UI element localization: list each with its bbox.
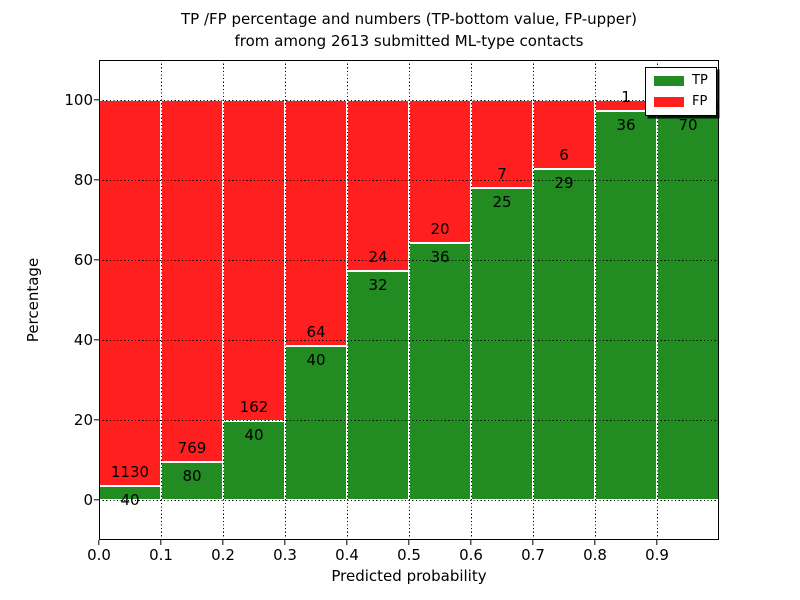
gridline-x-0.7 <box>532 60 534 540</box>
x-tick-label-0.8: 0.8 <box>583 546 607 564</box>
y-tick-label-0: 0 <box>83 491 93 509</box>
tp-count-label-5: 36 <box>430 247 450 266</box>
fp-count-label-4: 24 <box>368 248 388 267</box>
plot-area: 1130407698016240644024322036725629136270 <box>99 60 719 540</box>
y-tick-80 <box>94 179 99 181</box>
x-tick-0.4 <box>346 540 348 545</box>
bar-segment-fp-7 <box>533 100 595 169</box>
gridline-x-0.1 <box>160 60 162 540</box>
gridline-y-100 <box>99 99 719 101</box>
y-tick-20 <box>94 419 99 421</box>
x-tick-0.6 <box>470 540 472 545</box>
gridline-x-0.9 <box>656 60 658 540</box>
gridline-x-0.8 <box>594 60 596 540</box>
x-tick-0.3 <box>284 540 286 545</box>
y-tick-100 <box>94 99 99 101</box>
tp-count-label-8: 36 <box>616 115 636 134</box>
x-tick-label-0.4: 0.4 <box>335 546 359 564</box>
x-tick-label-0.2: 0.2 <box>211 546 235 564</box>
bar-segment-tp-5 <box>409 242 471 500</box>
x-tick-label-0.0: 0.0 <box>87 546 111 564</box>
x-tick-0.0 <box>98 540 100 545</box>
chart-title-line1: TP /FP percentage and numbers (TP-bottom… <box>181 10 637 28</box>
grid-layer <box>99 60 719 540</box>
gridline-y-60 <box>99 259 719 261</box>
fp-count-label-0: 1130 <box>110 463 150 482</box>
bar-segment-tp-9 <box>657 111 719 500</box>
chart-title: TP /FP percentage and numbers (TP-bottom… <box>99 8 719 52</box>
bar-segment-tp-4 <box>347 271 409 500</box>
legend: TP FP <box>645 67 717 116</box>
bar-segment-fp-6 <box>471 100 533 188</box>
gridline-y-20 <box>99 419 719 421</box>
tp-count-label-1: 80 <box>182 467 202 486</box>
bar-segment-fp-0 <box>99 100 161 487</box>
x-tick-label-0.9: 0.9 <box>645 546 669 564</box>
fp-count-label-8: 1 <box>621 87 631 106</box>
bar-segment-tp-3 <box>285 346 347 500</box>
bar-segment-tp-7 <box>533 168 595 500</box>
legend-label-fp: FP <box>692 94 708 109</box>
tp-count-label-9: 70 <box>678 116 698 135</box>
fp-count-label-3: 64 <box>306 323 326 342</box>
fp-count-label-2: 162 <box>239 397 269 416</box>
x-tick-0.9 <box>656 540 658 545</box>
chart-title-line2: from among 2613 submitted ML-type contac… <box>234 32 584 50</box>
legend-swatch-tp <box>654 76 684 86</box>
fp-count-label-5: 20 <box>430 219 450 238</box>
tp-count-label-4: 32 <box>368 276 388 295</box>
x-tick-0.5 <box>408 540 410 545</box>
fp-count-label-6: 7 <box>497 164 507 183</box>
tp-count-label-6: 25 <box>492 192 512 211</box>
gridline-y-80 <box>99 179 719 181</box>
x-axis-label: Predicted probability <box>331 567 487 585</box>
y-tick-label-20: 20 <box>73 411 93 429</box>
x-tick-0.8 <box>594 540 596 545</box>
gridline-y-40 <box>99 339 719 341</box>
bar-segment-fp-5 <box>409 100 471 243</box>
bar-segment-tp-1 <box>161 462 223 500</box>
bar-segment-tp-8 <box>595 110 657 500</box>
gridline-x-0.2 <box>222 60 224 540</box>
x-tick-label-0.3: 0.3 <box>273 546 297 564</box>
tp-count-label-7: 29 <box>554 173 574 192</box>
legend-entry-fp: FP <box>654 95 708 109</box>
x-tick-label-0.6: 0.6 <box>459 546 483 564</box>
legend-entry-tp: TP <box>654 74 708 88</box>
tp-count-label-3: 40 <box>306 351 326 370</box>
fp-count-label-1: 769 <box>177 439 207 458</box>
bar-segment-fp-1 <box>161 100 223 463</box>
legend-swatch-fp <box>654 97 684 107</box>
bar-segment-tp-2 <box>223 420 285 500</box>
x-tick-label-0.5: 0.5 <box>397 546 421 564</box>
gridline-y-0 <box>99 499 719 501</box>
y-tick-label-100: 100 <box>64 91 93 109</box>
gridline-x-0.3 <box>284 60 286 540</box>
y-tick-40 <box>94 339 99 341</box>
fp-count-label-7: 6 <box>559 145 569 164</box>
x-tick-label-0.7: 0.7 <box>521 546 545 564</box>
x-tick-0.7 <box>532 540 534 545</box>
annotations-layer: 1130407698016240644024322036725629136270 <box>99 60 719 540</box>
y-tick-0 <box>94 499 99 501</box>
tp-count-label-2: 40 <box>244 425 264 444</box>
gridline-x-0.6 <box>470 60 472 540</box>
gridline-x-0.4 <box>346 60 348 540</box>
x-tick-label-0.1: 0.1 <box>149 546 173 564</box>
x-tick-0.2 <box>222 540 224 545</box>
y-tick-60 <box>94 259 99 261</box>
y-axis-label: Percentage <box>24 257 42 343</box>
gridline-x-0.5 <box>408 60 410 540</box>
tp-count-label-0: 40 <box>120 491 140 510</box>
bar-segment-tp-6 <box>471 187 533 500</box>
y-tick-label-80: 80 <box>73 171 93 189</box>
y-tick-label-40: 40 <box>73 331 93 349</box>
y-tick-label-60: 60 <box>73 251 93 269</box>
bar-segment-fp-4 <box>347 100 409 272</box>
x-tick-0.1 <box>160 540 162 545</box>
legend-label-tp: TP <box>692 73 708 88</box>
